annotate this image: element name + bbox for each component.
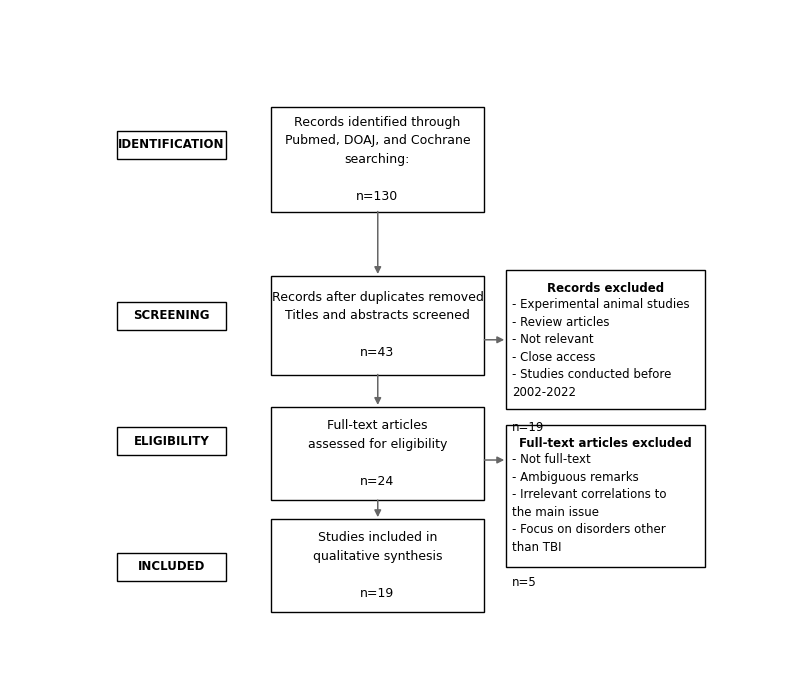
Text: ELIGIBILITY: ELIGIBILITY <box>134 435 209 448</box>
Bar <box>117 553 226 581</box>
Bar <box>117 131 226 159</box>
Text: IDENTIFICATION: IDENTIFICATION <box>118 138 225 151</box>
Bar <box>270 407 485 500</box>
Text: Records after duplicates removed
Titles and abstracts screened

n=43: Records after duplicates removed Titles … <box>271 291 483 359</box>
Bar <box>270 108 485 212</box>
Bar <box>117 302 226 330</box>
Text: - Not full-text
- Ambiguous remarks
- Irrelevant correlations to
the main issue
: - Not full-text - Ambiguous remarks - Ir… <box>512 453 666 589</box>
Bar <box>270 519 485 612</box>
Text: Studies included in
qualitative synthesis

n=19: Studies included in qualitative synthesi… <box>313 532 442 600</box>
Text: Full-text articles excluded: Full-text articles excluded <box>519 437 692 450</box>
Bar <box>117 428 226 455</box>
Text: INCLUDED: INCLUDED <box>138 560 205 573</box>
Bar <box>506 425 705 567</box>
Text: - Experimental animal studies
- Review articles
- Not relevant
- Close access
- : - Experimental animal studies - Review a… <box>512 298 690 434</box>
Bar <box>506 271 705 409</box>
Text: SCREENING: SCREENING <box>133 310 210 322</box>
Text: Records identified through
Pubmed, DOAJ, and Cochrane
searching:

n=130: Records identified through Pubmed, DOAJ,… <box>285 116 470 203</box>
Bar <box>270 276 485 375</box>
Text: Full-text articles
assessed for eligibility

n=24: Full-text articles assessed for eligibil… <box>308 419 447 488</box>
Text: Records excluded: Records excluded <box>546 282 664 295</box>
